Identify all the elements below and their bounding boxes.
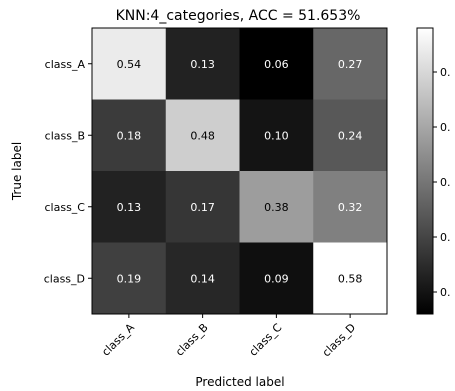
cell-value-label: 0.38 bbox=[264, 201, 289, 214]
heatmap-cell bbox=[92, 242, 167, 315]
x-axis: class_A class_B class_C class_D bbox=[99, 314, 358, 359]
cell-value-label: 0.09 bbox=[264, 272, 289, 285]
heatmap-cell bbox=[92, 171, 167, 243]
cell-value-label: 0.27 bbox=[338, 58, 363, 71]
colorbar-tick-label: 0. bbox=[440, 286, 451, 299]
heatmap-cell bbox=[165, 242, 240, 315]
heatmap-cell bbox=[165, 28, 240, 100]
cell-value-label: 0.32 bbox=[338, 201, 363, 214]
heatmap-cell bbox=[92, 99, 167, 172]
heatmap-cells: 0.54 0.13 0.06 0.27 0.18 0.48 0.10 0.24 0.13 0.17… bbox=[92, 28, 388, 315]
cell-value-label: 0.19 bbox=[117, 272, 142, 285]
colorbar: 0. 0. 0. 0. 0. bbox=[416, 27, 451, 315]
x-axis-label: Predicted label bbox=[195, 375, 284, 389]
x-tick-label: class_B bbox=[173, 321, 211, 359]
colorbar-tick-label: 0. bbox=[440, 231, 451, 244]
colorbar-gradient bbox=[416, 27, 434, 315]
cell-value-label: 0.18 bbox=[117, 129, 142, 142]
colorbar-ticks: 0. 0. 0. 0. 0. bbox=[433, 66, 451, 299]
x-tick-label: class_D bbox=[320, 321, 358, 359]
heatmap-cell bbox=[92, 28, 167, 100]
y-tick-label: class_D bbox=[44, 272, 85, 285]
chart-title: KNN:4_categories, ACC = 51.653% bbox=[116, 8, 361, 24]
heatmap-cell bbox=[313, 242, 388, 315]
y-tick-label: class_A bbox=[45, 58, 86, 71]
cell-value-label: 0.10 bbox=[264, 129, 289, 142]
y-axis: class_A class_B class_C class_D bbox=[44, 58, 92, 285]
cell-value-label: 0.24 bbox=[338, 129, 363, 142]
cell-value-label: 0.54 bbox=[117, 58, 142, 71]
heatmap-cell bbox=[313, 171, 388, 243]
colorbar-tick-label: 0. bbox=[440, 66, 451, 79]
heatmap-cell bbox=[313, 28, 388, 100]
heatmap-cell bbox=[165, 171, 240, 243]
cell-value-label: 0.17 bbox=[190, 201, 215, 214]
heatmap-frame bbox=[91, 27, 388, 315]
heatmap-cell bbox=[239, 99, 314, 172]
heatmap-cell bbox=[239, 28, 314, 100]
cell-value-label: 0.13 bbox=[190, 58, 215, 71]
y-tick-label: class_C bbox=[45, 201, 86, 214]
y-axis-label: True label bbox=[10, 142, 24, 201]
x-tick-label: class_A bbox=[99, 321, 137, 359]
cell-value-label: 0.58 bbox=[338, 272, 363, 285]
heatmap-cell bbox=[239, 171, 314, 243]
cell-value-label: 0.06 bbox=[264, 58, 289, 71]
colorbar-tick-label: 0. bbox=[440, 121, 451, 134]
heatmap-cell bbox=[239, 242, 314, 315]
cell-value-label: 0.48 bbox=[190, 129, 215, 142]
x-tick-label: class_C bbox=[247, 321, 285, 359]
heatmap-cell bbox=[165, 99, 240, 172]
y-tick-label: class_B bbox=[45, 129, 85, 142]
heatmap-cell bbox=[313, 99, 388, 172]
cell-value-label: 0.14 bbox=[190, 272, 215, 285]
cell-value-label: 0.13 bbox=[117, 201, 142, 214]
colorbar-tick-label: 0. bbox=[440, 176, 451, 189]
